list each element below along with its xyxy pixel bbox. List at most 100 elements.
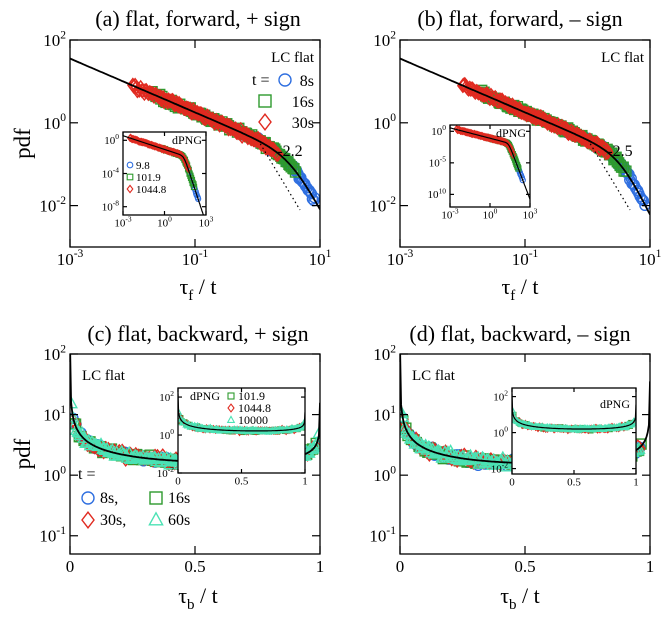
panel-b-point	[636, 194, 649, 206]
panel-d-y-tick-label: 101	[373, 403, 396, 425]
panel-b-x-tick-label: 10-3	[387, 247, 414, 269]
panel-a-inset-data	[123, 133, 205, 215]
panel-a-x-label-tail: / t	[193, 274, 216, 299]
panel-a-inset-y-tick-label-exponent: -4	[113, 165, 119, 174]
panel-a-inset-point	[181, 154, 188, 164]
panel-c-inset-x-tick-label: 0	[175, 476, 181, 488]
panel-a-y-tick-label-base: 10	[43, 31, 60, 50]
panel-c-y-tick-label-base: 10	[43, 345, 60, 364]
panel-c-x-tick-label: 0.5	[184, 557, 205, 576]
panel-b-inset-y-tick-label-exponent: 0	[442, 123, 446, 132]
panel-d-inset-x-axis: 0 0.5 1	[509, 388, 639, 489]
panel-b-inset-x-tick-label-exponent: -3	[452, 207, 458, 216]
panel-b-point	[617, 161, 629, 173]
panel-b-slope-label: -2.5	[607, 143, 632, 160]
panel-a-inset-y-tick-label: 100	[104, 132, 119, 147]
panel-b-x-tick-label-base: 10	[639, 250, 656, 269]
panel-c-y-tick-label-base: 10	[43, 406, 60, 425]
panel-b-inset-point	[511, 154, 518, 161]
panel-a-inset-y-tick-label-base: 10	[102, 202, 114, 214]
panel-c-inset-fit-line	[178, 393, 305, 432]
panel-c-point	[153, 454, 168, 467]
panel-d-point	[400, 425, 414, 438]
panel-a-inset-point	[184, 164, 192, 174]
panel-d-x-tick-label: 0.5	[514, 557, 535, 576]
panel-b-inset-y-tick-label: 100	[431, 123, 446, 138]
panel-c-inset-x-tick-label: 1	[302, 476, 308, 488]
panel-b-point	[620, 165, 632, 177]
panel-b-inset-y-tick-label-exponent: -5	[440, 155, 446, 164]
panel-a-inset-x-tick-label: 10-3	[114, 215, 131, 230]
panel-b-inset-y-tick-label: 10-5	[429, 155, 446, 170]
panel-a-inset-x-tick-label-base: 10	[199, 218, 211, 230]
panel-d-y-tick-label-exponent: -1	[386, 524, 396, 537]
panel-a-inset-x-tick-label-exponent: 3	[210, 215, 214, 224]
panel-b-y-tick-label: 102	[373, 28, 396, 50]
panel-d-inset-x-tick-label: 1	[633, 477, 639, 489]
panel-d-inset-x-tick-label: 0.5	[567, 477, 581, 489]
panel-b-inset-series-diamond	[453, 125, 517, 160]
panel-c-y-tick-label: 101	[43, 403, 66, 425]
panel-c-legend-label: 16s	[168, 490, 190, 507]
panel-b-x-tick-label: 10-1	[512, 247, 539, 269]
panel-c-inset-y-tick-label-base: 10	[157, 468, 169, 480]
panel-c-inset-y-tick-label: 10-2	[157, 465, 174, 480]
panel-a-inset-point	[194, 195, 202, 203]
panel-d-inset-y-tick-label-base: 10	[493, 427, 505, 439]
panel-a-y-tick-label: 10-2	[39, 194, 66, 216]
panel-c-y-tick-label-base: 10	[39, 527, 56, 546]
panel-b-x-tick-label-exponent: -1	[529, 247, 539, 260]
panel-a-legend-label: 16s	[292, 94, 314, 111]
panel-d-x-label-sub: b	[509, 597, 517, 613]
panel-c-inset-data	[178, 393, 305, 437]
panel-a-inset-y-tick-label-exponent: 0	[115, 132, 119, 141]
panel-a-legend-marker-square-marker-icon	[258, 94, 272, 108]
panel-a-x-tick-label-base: 10	[57, 250, 74, 269]
panel-b-inset-fit-line	[450, 127, 530, 200]
panel-d-y-tick-label-exponent: 0	[390, 463, 396, 476]
panel-c-inset-legend-label: 10000	[238, 413, 268, 427]
panel-a-legend-prefix: t =	[252, 72, 269, 89]
panel-c-inset-legend-marker-triangle-marker-icon	[226, 415, 236, 423]
panel-b-x-label-sub: f	[510, 288, 515, 304]
panel-c-point	[306, 440, 320, 453]
panel-d-x-label: τb / t	[500, 583, 540, 613]
panel-c-y-tick-label-exponent: -1	[56, 524, 66, 537]
panel-d-y-tick-label: 102	[373, 342, 396, 364]
panel-b-inset-x-axis: 10-3 100 103	[441, 125, 538, 222]
panel-b-x-axis: 10-3 10-1 101	[387, 40, 662, 269]
panel-a-point	[288, 163, 300, 175]
panel-b: (b) flat, forward, – sign	[417, 6, 622, 31]
panel-c-legend-marker-diamond-marker-icon	[81, 511, 95, 529]
panel-c-inset-legend-label: 1044.8	[238, 401, 271, 415]
panel-a-legend-marker-diamond-marker-icon	[258, 113, 272, 131]
panel-d-inset-y-tick-label: 10-2	[491, 460, 508, 475]
panel-b-title: (b) flat, forward, – sign	[417, 6, 622, 31]
panel-d-inset-y-tick-label-exponent: -2	[502, 460, 508, 469]
panel-c-y-tick-label-exponent: 0	[60, 463, 66, 476]
panel-a-x-tick-label-exponent: -1	[199, 247, 209, 260]
panel-a-point	[272, 146, 284, 162]
panel-c-inset-y-tick-label-base: 10	[159, 430, 171, 442]
panel-b-inset-data	[450, 125, 530, 200]
panel-b-data	[400, 57, 650, 216]
panel-a-inset-legend-marker-square-marker-icon	[126, 173, 134, 181]
panel-b-inset-y-tick-label-exponent: 10	[439, 186, 447, 195]
panel-b-inset-x-tick-label-base: 10	[441, 210, 453, 222]
panel-c-x-label: τb / t	[178, 583, 218, 613]
panel-a-x-tick-label: 10-3	[57, 247, 84, 269]
panel-b-inset-label: dPNG	[496, 126, 526, 140]
panel-a-data	[70, 57, 320, 210]
panel-a-x-label-sub: f	[188, 288, 193, 304]
panel-d-inset-y-tick-label-exponent: 2	[504, 388, 508, 397]
panel-d-inset-label: dPNG	[600, 397, 630, 411]
panel-c-inset-label: dPNG	[190, 389, 220, 403]
panel-d-y-tick-label-base: 10	[369, 527, 386, 546]
panel-a-inset-label: dPNG	[172, 133, 202, 147]
panel-a-legend: t = 8s 16s 30s	[252, 72, 314, 132]
panel-c-inset-y-tick-label-base: 10	[159, 392, 171, 404]
